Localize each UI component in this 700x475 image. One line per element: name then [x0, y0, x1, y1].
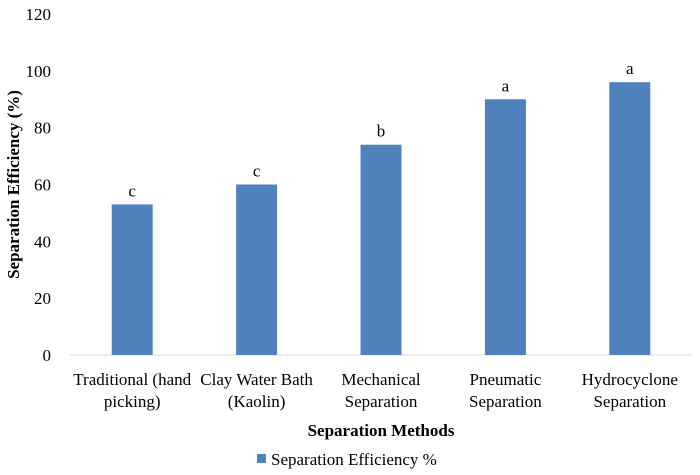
x-category-label: Hydrocyclone Separation: [582, 370, 678, 411]
x-category-label: Clay Water Bath (Kaolin): [200, 370, 313, 411]
y-tick-label: 20: [34, 289, 51, 308]
significance-label: b: [377, 122, 386, 141]
y-tick-label: 40: [34, 232, 51, 251]
x-category-label: Pneumatic Separation: [469, 370, 542, 411]
x-category-label: Traditional (hand picking): [73, 370, 191, 411]
y-tick-label: 100: [26, 62, 52, 81]
y-tick-label: 0: [43, 346, 52, 365]
legend-label: Separation Efficiency %: [271, 450, 437, 469]
bar: [484, 99, 526, 355]
y-tick-label: 80: [34, 119, 51, 138]
y-axis-title: Separation Efficiency (%): [4, 90, 23, 279]
y-tick-label: 60: [34, 176, 51, 195]
x-category-label: Mechanical Separation: [341, 370, 421, 411]
x-axis-categories: Traditional (hand picking)Clay Water Bath…: [73, 370, 678, 411]
legend: Separation Efficiency %: [257, 450, 437, 469]
bars: [111, 82, 651, 355]
x-axis-title: Separation Methods: [308, 421, 455, 440]
significance-labels: c c b a a: [128, 59, 634, 200]
significance-label: a: [502, 76, 510, 95]
y-tick-label: 120: [26, 5, 52, 24]
bar: [360, 144, 402, 355]
significance-label: a: [626, 59, 634, 78]
bar: [609, 82, 651, 355]
legend-swatch: [257, 454, 266, 463]
significance-label: c: [253, 162, 261, 181]
significance-label: c: [128, 181, 136, 200]
bar: [236, 184, 278, 355]
bar: [111, 204, 153, 355]
y-axis-ticks: 0 20 40 60 80 100 120: [26, 5, 52, 365]
